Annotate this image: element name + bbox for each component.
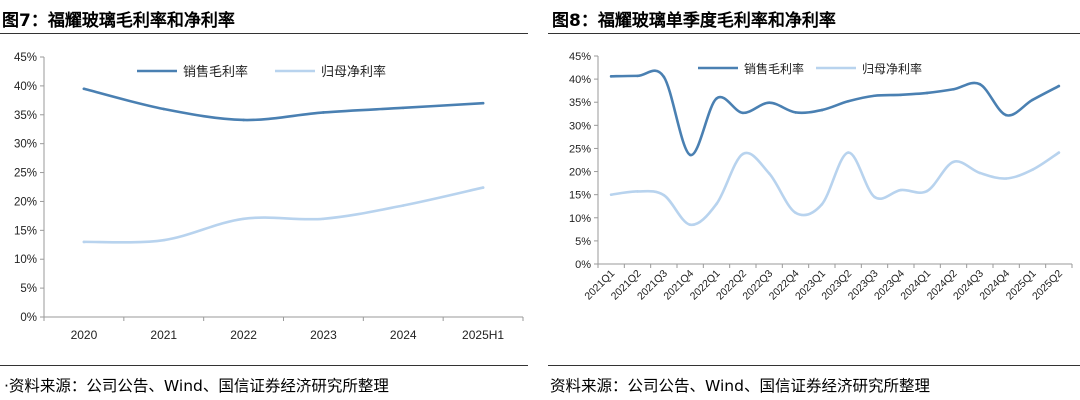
data-point <box>978 171 982 175</box>
data-point <box>820 108 824 112</box>
data-point <box>899 188 903 192</box>
data-point <box>322 217 325 221</box>
data-point <box>952 87 955 91</box>
data-point <box>846 151 850 154</box>
data-point <box>242 217 245 221</box>
data-point <box>873 195 876 199</box>
x-tick-label: 2025H1 <box>462 328 504 342</box>
data-point <box>322 111 325 114</box>
source-divider <box>548 365 1080 366</box>
data-point <box>899 93 903 97</box>
data-point <box>82 87 86 91</box>
data-point <box>688 223 692 227</box>
y-tick-label: 20% <box>14 196 37 208</box>
figure-title: 图8：福耀玻璃单季度毛利率和净利率 <box>552 11 836 31</box>
source-note: 资料来源：公司公告、Wind、国信证券经济研究所整理 <box>550 377 930 395</box>
data-point <box>715 97 718 100</box>
data-point <box>846 99 850 103</box>
data-point <box>1057 84 1061 88</box>
y-tick-label: 25% <box>14 168 37 180</box>
y-tick-label: 30% <box>569 120 591 132</box>
x-tick-label: 2025Q2 <box>1030 268 1065 303</box>
title-divider <box>0 33 528 34</box>
data-point <box>636 190 639 193</box>
data-point <box>715 202 718 206</box>
chart-panel-quarterly-margins: 图8：福耀玻璃单季度毛利率和净利率 0% 5% 10% 15% 20% 25% 30% 35%… <box>548 0 1080 400</box>
data-point <box>978 82 982 86</box>
data-point <box>1031 168 1034 172</box>
y-tick-label: 15% <box>14 225 37 237</box>
data-point <box>925 91 929 95</box>
data-point <box>1031 98 1034 102</box>
annual-margin-chart: 0% 5% 10% 15% 20% 25% 30% 35% 40% 45% 2020 2021 2022… <box>14 52 524 342</box>
y-tick-label: 40% <box>14 81 37 93</box>
data-point <box>688 153 692 157</box>
legend-label: 归母净利率 <box>321 64 386 79</box>
x-tick-label: 2024 <box>390 328 417 342</box>
data-point <box>242 118 245 122</box>
y-tick-label: 45% <box>569 51 591 63</box>
data-point <box>794 111 797 114</box>
y-tick-label: 5% <box>20 283 37 295</box>
y-tick-label: 45% <box>14 52 37 64</box>
y-tick-label: 0% <box>20 312 37 324</box>
y-tick-label: 20% <box>569 167 591 179</box>
quarterly-margin-chart: 0%5%10%15%20%25%30%35%40%45%2021Q12021Q2… <box>569 51 1073 303</box>
data-point <box>741 152 745 156</box>
y-tick-label: 5% <box>575 236 591 248</box>
source-note: ·资料来源：公司公告、Wind、国信证券经济研究所整理 <box>4 377 389 395</box>
y-tick-label: 15% <box>569 190 591 202</box>
series-line <box>82 87 485 122</box>
data-point <box>662 193 666 197</box>
y-tick-label: 35% <box>14 110 37 122</box>
y-tick-label: 10% <box>14 254 37 266</box>
legend-label: 销售毛利率 <box>183 64 248 79</box>
data-point <box>767 101 771 104</box>
data-point <box>767 172 771 175</box>
data-point <box>1057 151 1061 154</box>
y-tick-label: 35% <box>569 97 591 109</box>
x-tick-label: 2020 <box>71 328 98 342</box>
data-point <box>401 204 405 207</box>
data-point <box>481 101 485 105</box>
data-point <box>741 111 745 115</box>
legend-label: 销售毛利率 <box>744 61 804 76</box>
data-point <box>873 94 876 98</box>
legend-label: 归母净利率 <box>862 61 922 76</box>
series-line <box>609 151 1061 227</box>
data-point <box>1004 177 1008 180</box>
chart-panel-annual-margins: 图7：福耀玻璃毛利率和净利率 0% 5% 10% 15% 20% 25% 30% 35% 40%… <box>0 0 530 400</box>
y-tick-label: 40% <box>569 74 591 86</box>
data-point <box>82 240 86 244</box>
series-line <box>609 69 1061 157</box>
data-point <box>1004 113 1008 117</box>
data-point <box>481 186 485 189</box>
y-tick-label: 30% <box>14 139 37 151</box>
data-point <box>162 107 166 111</box>
x-tick-label: 2021 <box>150 328 177 342</box>
title-divider <box>548 33 1080 34</box>
x-tick-label: 2022 <box>230 328 257 342</box>
data-point <box>401 106 405 110</box>
series-line <box>82 186 485 244</box>
y-tick-label: 10% <box>569 213 591 225</box>
data-point <box>662 75 666 79</box>
data-point <box>162 238 166 242</box>
data-point <box>820 203 824 206</box>
data-point <box>636 74 639 78</box>
data-point <box>952 160 955 164</box>
x-tick-label: 2023 <box>310 328 337 342</box>
y-tick-label: 0% <box>575 259 591 271</box>
data-point <box>609 75 613 78</box>
source-divider <box>0 365 528 366</box>
data-point <box>925 189 929 193</box>
y-tick-label: 25% <box>569 143 591 155</box>
figure-title: 图7：福耀玻璃毛利率和净利率 <box>2 11 235 31</box>
data-point <box>794 211 797 214</box>
data-point <box>609 193 613 196</box>
